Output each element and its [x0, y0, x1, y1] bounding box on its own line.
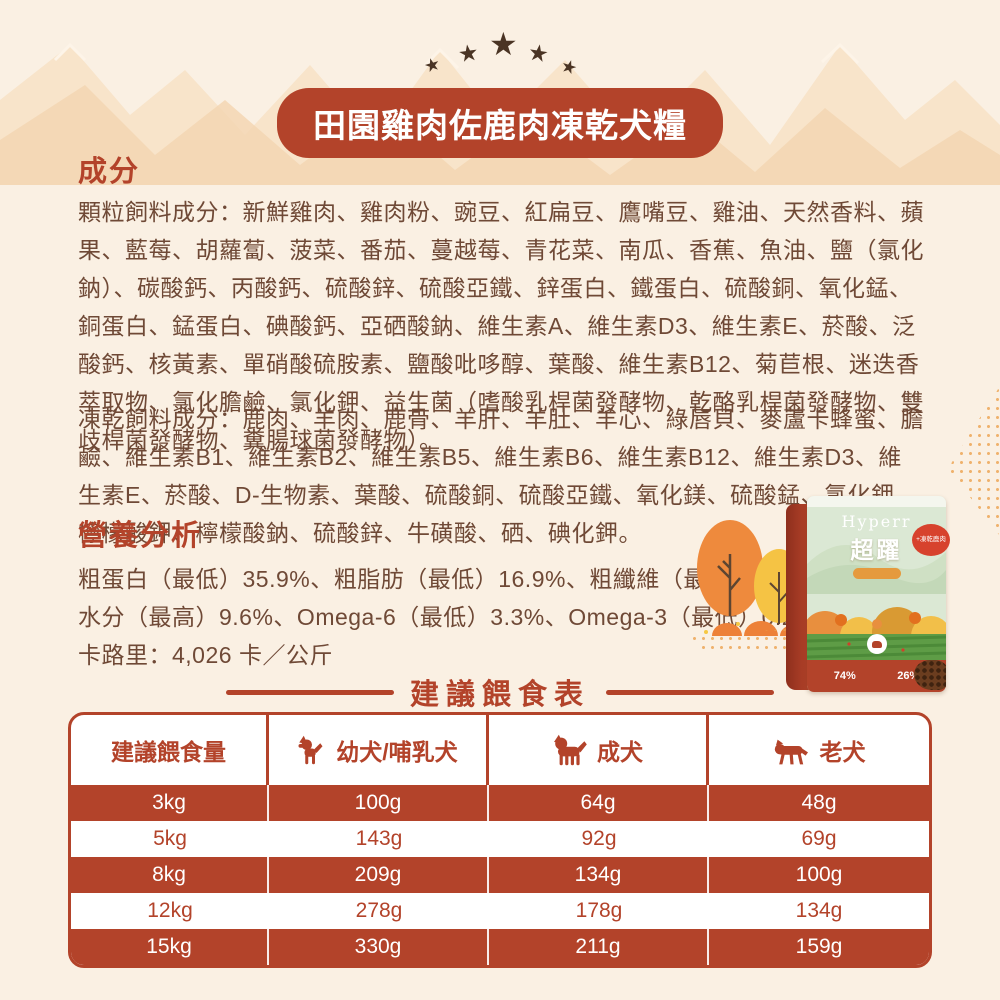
star-icon: ★: [558, 55, 580, 79]
dots-decoration: [948, 386, 1000, 536]
star-icon: ★: [526, 38, 551, 68]
brand-name-zh: 超躍: [850, 537, 903, 563]
table-cell: 69g: [801, 827, 837, 850]
freeze-dried-badge: +凍乾鹿肉: [912, 524, 950, 556]
feeding-col-header-adult: 成犬: [489, 715, 709, 785]
star-icon: ★: [421, 53, 443, 77]
feeding-col-header-senior: 老犬: [709, 715, 929, 785]
product-title-banner: 田園雞肉佐鹿肉凍乾犬糧: [277, 88, 723, 158]
table-cell: 100g: [269, 785, 489, 821]
table-cell: 134g: [489, 857, 709, 893]
feeding-col-header-puppy: 幼犬/哺乳犬: [269, 715, 489, 785]
puppy-icon: [298, 735, 323, 765]
ingredients-paragraph-kibble: 顆粒飼料成分：新鮮雞肉、雞肉粉、豌豆、紅扁豆、鷹嘴豆、雞油、天然香料、蘋果、藍莓…: [78, 199, 924, 453]
table-cell: 143g: [355, 827, 403, 850]
senior-dog-icon: [774, 739, 808, 765]
table-cell: 12kg: [147, 899, 193, 922]
star-icon: ★: [456, 38, 481, 68]
feeding-table-title: 建議餵食表: [410, 679, 591, 711]
table-cell: 330g: [269, 929, 489, 965]
ingredients-heading: 成分: [78, 156, 141, 188]
nutrition-heading: 營養分析: [78, 520, 203, 552]
table-row: 3kg 100g 64g 48g: [71, 785, 929, 821]
mountains-decoration: [0, 42, 1000, 185]
star-rating-decoration: ★ ★ ★ ★ ★: [0, 28, 1000, 98]
table-cell: 8kg: [71, 857, 269, 893]
table-cell: 100g: [795, 863, 843, 886]
feeding-col-header-weight: 建議餵食量: [71, 715, 269, 785]
bag-top-seal: [807, 496, 946, 507]
bag-side-gusset: [786, 504, 810, 690]
nutrition-analysis: 粗蛋白（最低）35.9%、粗脂肪（最低）16.9%、粗纖維（最高）2.9%、 水…: [78, 560, 832, 674]
flavor-pill: [852, 568, 901, 579]
table-row: 15kg 330g 211g 159g: [71, 929, 929, 965]
product-package-image: Hyperr 超躍 74% 26% +凍乾鹿肉: [786, 496, 950, 698]
table-row: 12kg 278g 178g 134g: [71, 893, 929, 929]
nutrition-line: 卡路里：4,026 卡／公斤: [78, 642, 333, 668]
table-cell: 92g: [581, 827, 617, 850]
divider-line: [226, 689, 394, 695]
star-icon: ★: [489, 26, 518, 62]
table-cell: 3kg: [71, 785, 269, 821]
header-label: 老犬: [819, 739, 866, 765]
header-label: 建議餵食量: [111, 739, 226, 765]
table-cell: 48g: [801, 791, 837, 814]
ingredients-paragraph-freezedried: 凍乾飼料成分：鹿肉、羊肉、鹿骨、羊肝、羊肚、羊心、綠唇貝、麥蘆卡蜂蜜、膽鹼、維生…: [78, 406, 924, 546]
table-cell: 209g: [269, 857, 489, 893]
brand-name-en: Hyperr: [841, 512, 912, 531]
table-cell: 64g: [489, 785, 709, 821]
table-cell: 178g: [575, 899, 623, 922]
protein-stat: 74%: [833, 670, 856, 682]
nutrition-line: 水分（最高）9.6%、Omega-6（最低）3.3%、Omega-3（最低）0.…: [78, 604, 817, 630]
table-row: 8kg 209g 134g 100g: [71, 857, 929, 893]
divider-line: [606, 689, 775, 695]
table-cell: 159g: [795, 935, 843, 958]
dog-badge-icon: [866, 634, 887, 654]
table-cell: 278g: [355, 899, 403, 922]
table-row: 5kg 143g 92g 69g: [71, 821, 929, 857]
feeding-section-divider: 建議餵食表: [226, 671, 775, 713]
table-cell: 15kg: [71, 929, 269, 965]
table-header-row: 建議餵食量 幼犬/哺乳犬: [71, 715, 929, 785]
header-label: 幼犬/哺乳犬: [336, 739, 458, 765]
kibble-photo: [914, 660, 946, 690]
adult-dog-icon: [554, 734, 587, 766]
bag-body: Hyperr 超躍 74% 26%: [807, 496, 946, 692]
feeding-table: 建議餵食量 幼犬/哺乳犬: [68, 712, 932, 968]
nutrition-line: 粗蛋白（最低）35.9%、粗脂肪（最低）16.9%、粗纖維（最高）2.9%、: [78, 566, 832, 592]
ratio-stat: 26%: [897, 670, 920, 682]
table-cell: 134g: [795, 899, 843, 922]
table-cell: 5kg: [153, 827, 187, 850]
header-label: 成犬: [597, 739, 643, 765]
table-cell: 211g: [489, 929, 709, 965]
